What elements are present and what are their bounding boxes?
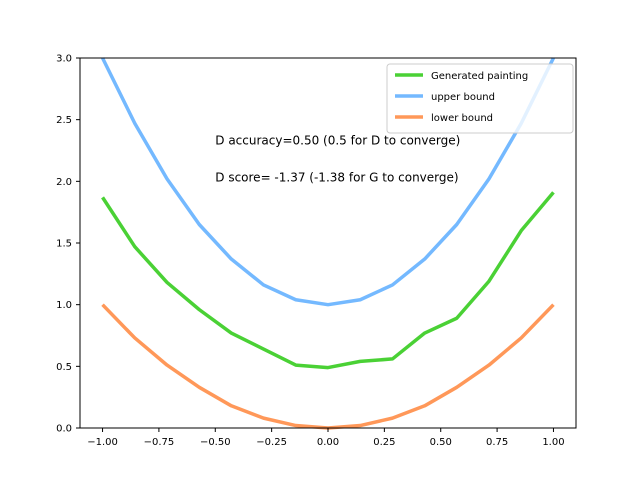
y-tick-label: 0.0 <box>56 424 72 435</box>
annotation-layer: D accuracy=0.50 (0.5 for D to converge) D… <box>215 133 460 184</box>
y-tick-label: 0.5 <box>56 362 72 373</box>
y-tick-label: 3.0 <box>56 54 72 65</box>
annotation-text-2: D score= -1.37 (-1.38 for G to converge) <box>215 170 458 184</box>
y-tick-label: 2.5 <box>56 115 72 126</box>
legend-box <box>386 63 574 134</box>
x-tick-label: 0.25 <box>373 437 395 448</box>
x-tick-label: −1.00 <box>87 437 118 448</box>
x-tick-label: 0.50 <box>430 437 452 448</box>
x-tick-label: 0.00 <box>317 437 339 448</box>
x-tick-label: −0.25 <box>256 437 287 448</box>
series-line-2 <box>100 57 556 307</box>
x-axis: −1.00 −0.75 −0.50 −0.25 0.00 0.25 0.50 0.75 1.00 <box>87 428 565 448</box>
legend-label: lower bound <box>431 113 493 124</box>
x-tick-label: 0.75 <box>486 437 508 448</box>
legend-label: Generated painting <box>431 71 528 82</box>
x-tick-label: 1.00 <box>542 437 564 448</box>
y-tick-label: 1.0 <box>56 300 72 311</box>
annotation-text-1: D accuracy=0.50 (0.5 for D to converge) <box>215 133 460 147</box>
x-tick-label: −0.50 <box>200 437 231 448</box>
y-axis: 0.0 0.5 1.0 1.5 2.0 2.5 3.0 <box>56 54 80 435</box>
legend: Generated painting upper bound lower bound <box>386 63 574 134</box>
legend-label: upper bound <box>431 92 495 103</box>
x-tick-label: −0.75 <box>144 437 175 448</box>
y-tick-label: 2.0 <box>56 177 72 188</box>
series-line-1 <box>101 191 555 370</box>
y-tick-label: 1.5 <box>56 239 72 250</box>
